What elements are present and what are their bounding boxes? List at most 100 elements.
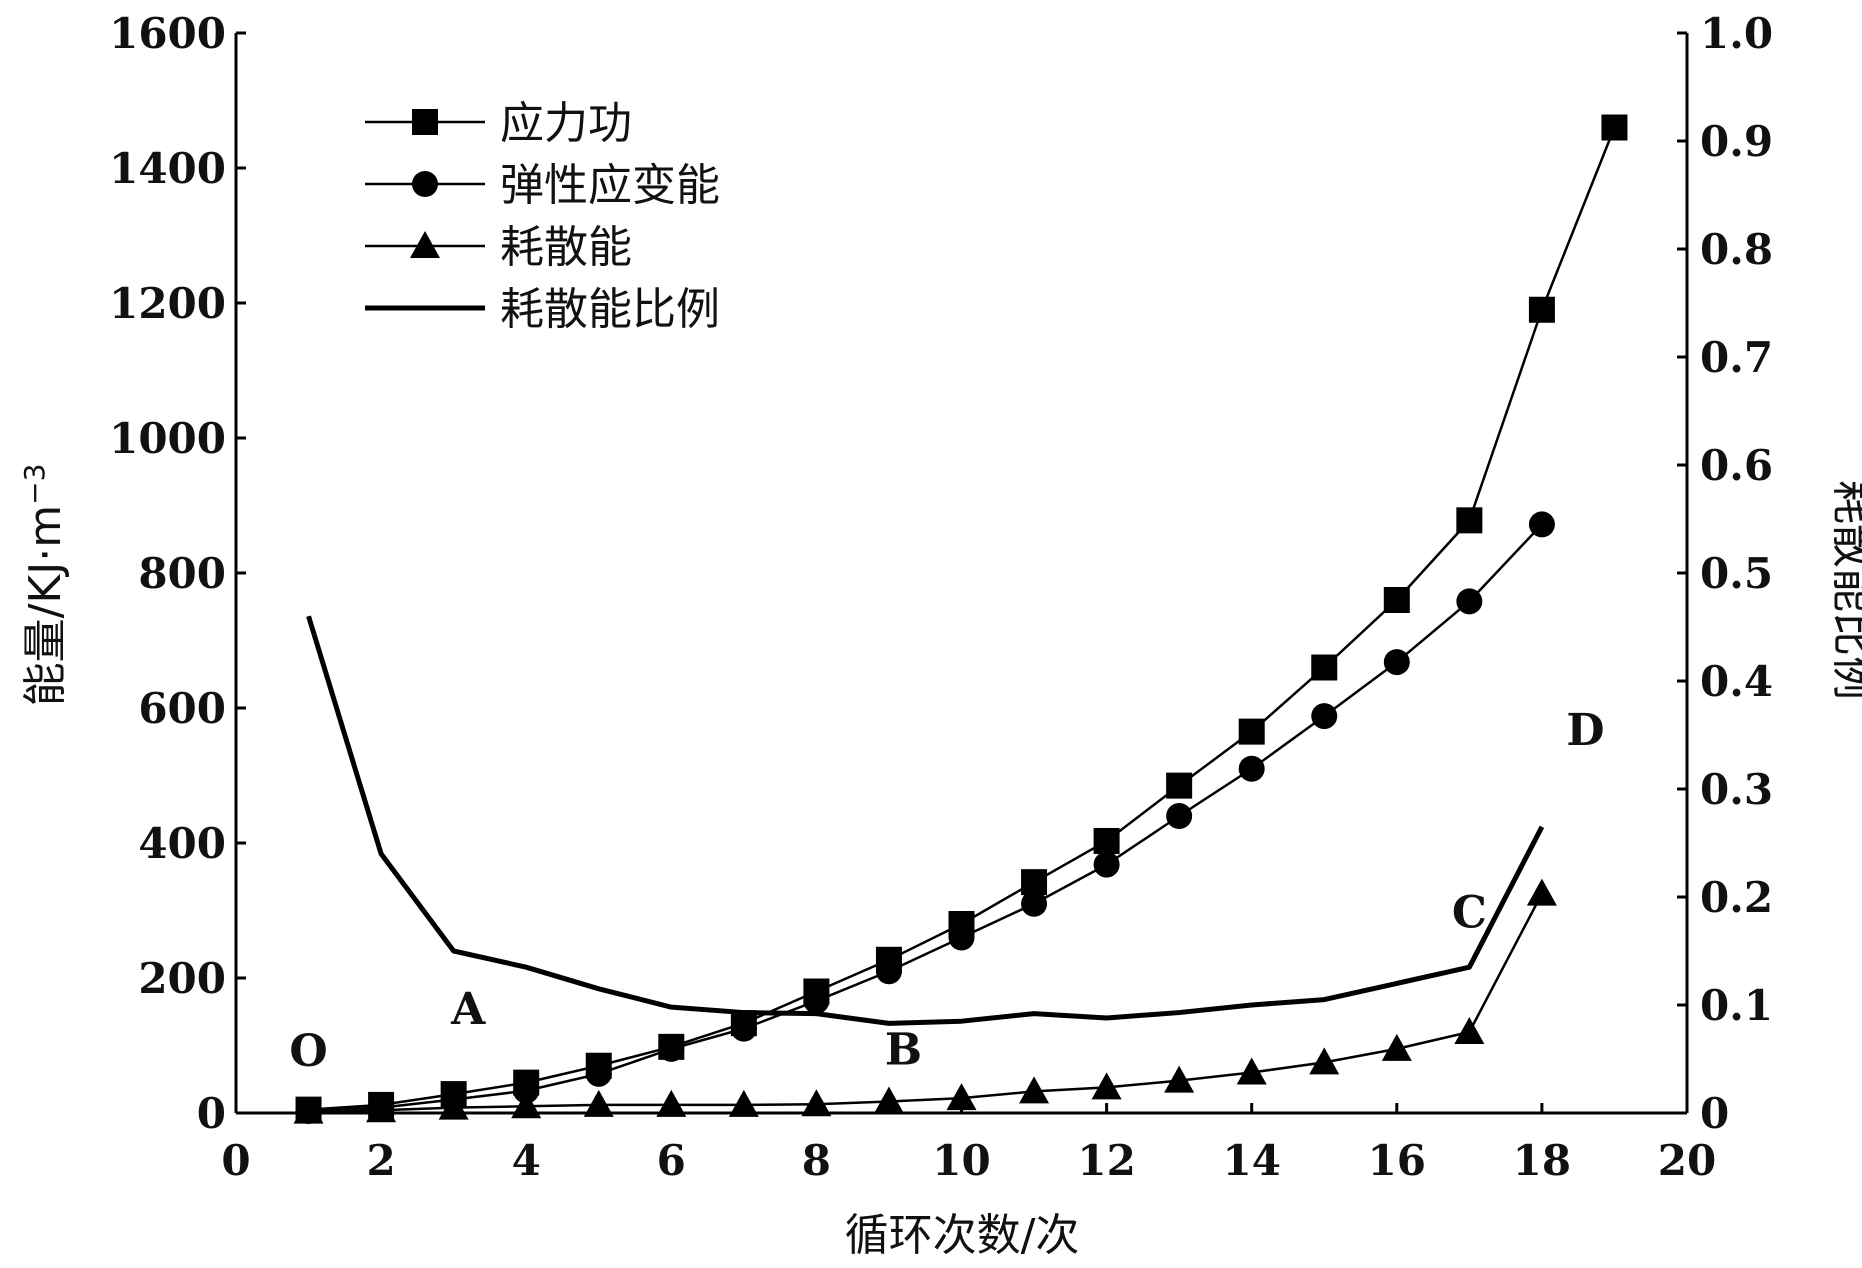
legend-marker-0 [412,109,438,135]
series-layer [293,114,1628,1124]
series-0-point-13 [1238,718,1265,745]
annotation-O: O [289,1026,327,1077]
y-left-axis-title-sup: −3 [18,464,51,505]
series-2-point-9 [946,1083,977,1111]
series-2-line [308,893,1544,1113]
annotation-D: D [1566,705,1604,756]
y-left-tick-label-7: 1400 [109,144,226,193]
series-2-point-7 [801,1089,832,1117]
series-0-point-11 [1093,827,1120,854]
x-tick-label-2: 4 [512,1136,541,1185]
series-0-point-16 [1456,507,1483,534]
series-0-point-18 [1601,114,1628,141]
y-right-tick-label-2: 0.2 [1700,873,1773,922]
y-left-tick-label-2: 400 [138,819,226,868]
series-1-point-9 [948,924,975,951]
series-3 [306,615,1545,1026]
x-tick-label-1: 2 [366,1136,395,1185]
legend-item-3: 耗散能比例 [365,284,720,335]
series-2-point-12 [1164,1065,1195,1093]
series-1-point-13 [1238,755,1265,782]
series-1-point-12 [1166,803,1193,829]
axis-ticks: 0 2 4 6 8 10 12 14 16 18 2002004006008001000120014… [109,9,1773,1185]
x-tick-label-7: 14 [1222,1136,1280,1185]
series-1-point-11 [1093,851,1120,878]
legend-label-2: 耗散能 [500,222,632,273]
x-tick-label-6: 12 [1077,1136,1135,1185]
annotation-B: B [885,1024,922,1075]
y-right-tick-label-8: 0.8 [1700,225,1773,274]
series-2-point-17 [1526,878,1557,906]
legend-label-0: 应力功 [500,98,632,149]
series-2-point-3 [511,1091,542,1119]
x-tick-label-3: 6 [657,1136,686,1185]
annotation-A: A [450,984,486,1035]
y-right-tick-label-3: 0.3 [1700,765,1773,814]
series-2-point-16 [1454,1017,1485,1044]
y-left-axis-title-main: 能量/KJ·m [20,505,71,707]
series-2-point-8 [873,1086,904,1114]
series-1-point-3 [513,1077,540,1104]
series-0-point-12 [1166,772,1193,799]
y-right-tick-label-0: 0 [1700,1089,1729,1138]
series-2 [293,878,1557,1124]
series-2-point-0 [293,1096,324,1124]
annotation-C: C [1452,887,1487,938]
y-left-tick-label-4: 800 [138,549,226,598]
legend-item-2: 耗散能 [365,222,632,273]
y-right-axis-title: 耗散能比例 [1827,480,1862,700]
y-right-tick-label-10: 1.0 [1700,9,1773,58]
y-right-tick-label-4: 0.4 [1700,657,1773,706]
series-0-point-14 [1311,654,1338,681]
legend-marker-2 [410,231,440,258]
series-2-point-15 [1381,1033,1412,1061]
annotations: O A B C D [289,705,1604,1077]
series-2-point-2 [438,1092,469,1120]
x-axis-title: 循环次数/次 [845,1210,1080,1261]
y-left-tick-label-6: 1200 [109,279,226,328]
x-tick-label-4: 8 [802,1136,831,1185]
series-2-point-14 [1309,1047,1340,1075]
series-1-point-14 [1311,703,1338,730]
series-1-point-10 [1021,890,1048,917]
x-tick-label-0: 0 [221,1136,250,1185]
series-2-point-4 [583,1089,614,1117]
legend-marker-1 [412,171,438,197]
series-1-point-7 [803,987,830,1014]
series-2-point-11 [1091,1072,1122,1100]
series-1-point-17 [1528,511,1555,538]
series-3-line [306,615,1545,1026]
y-right-tick-label-7: 0.7 [1700,333,1773,382]
legend-item-1: 弹性应变能 [365,160,720,211]
y-left-tick-label-1: 200 [138,954,226,1003]
y-right-tick-label-9: 0.9 [1700,117,1773,166]
series-0-point-15 [1383,587,1410,613]
series-1-point-15 [1383,649,1410,676]
y-left-tick-label-0: 0 [197,1089,226,1138]
legend-label-3: 耗散能比例 [500,284,720,335]
x-tick-label-9: 18 [1513,1136,1571,1185]
y-right-tick-label-6: 0.6 [1700,441,1773,490]
series-2-point-5 [656,1089,687,1117]
series-2-point-10 [1019,1076,1050,1104]
y-left-tick-label-5: 1000 [109,414,226,463]
series-1-point-5 [658,1035,685,1062]
y-right-tick-label-1: 0.1 [1700,981,1773,1030]
series-0-point-17 [1528,296,1555,323]
y-right-tick-label-5: 0.5 [1700,549,1773,598]
legend-item-0: 应力功 [365,98,632,149]
series-0 [295,114,1628,1123]
series-1-point-4 [585,1060,612,1087]
series-1-point-8 [875,958,902,985]
series-2-point-1 [366,1095,397,1123]
x-tick-label-5: 10 [932,1136,990,1185]
series-2-point-6 [728,1089,759,1117]
series-2-point-13 [1236,1057,1267,1085]
series-1-point-16 [1456,588,1483,615]
series-1-point-6 [730,1015,757,1042]
x-tick-label-8: 16 [1368,1136,1426,1185]
y-left-tick-label-3: 600 [138,684,226,733]
x-tick-label-10: 20 [1658,1136,1716,1185]
